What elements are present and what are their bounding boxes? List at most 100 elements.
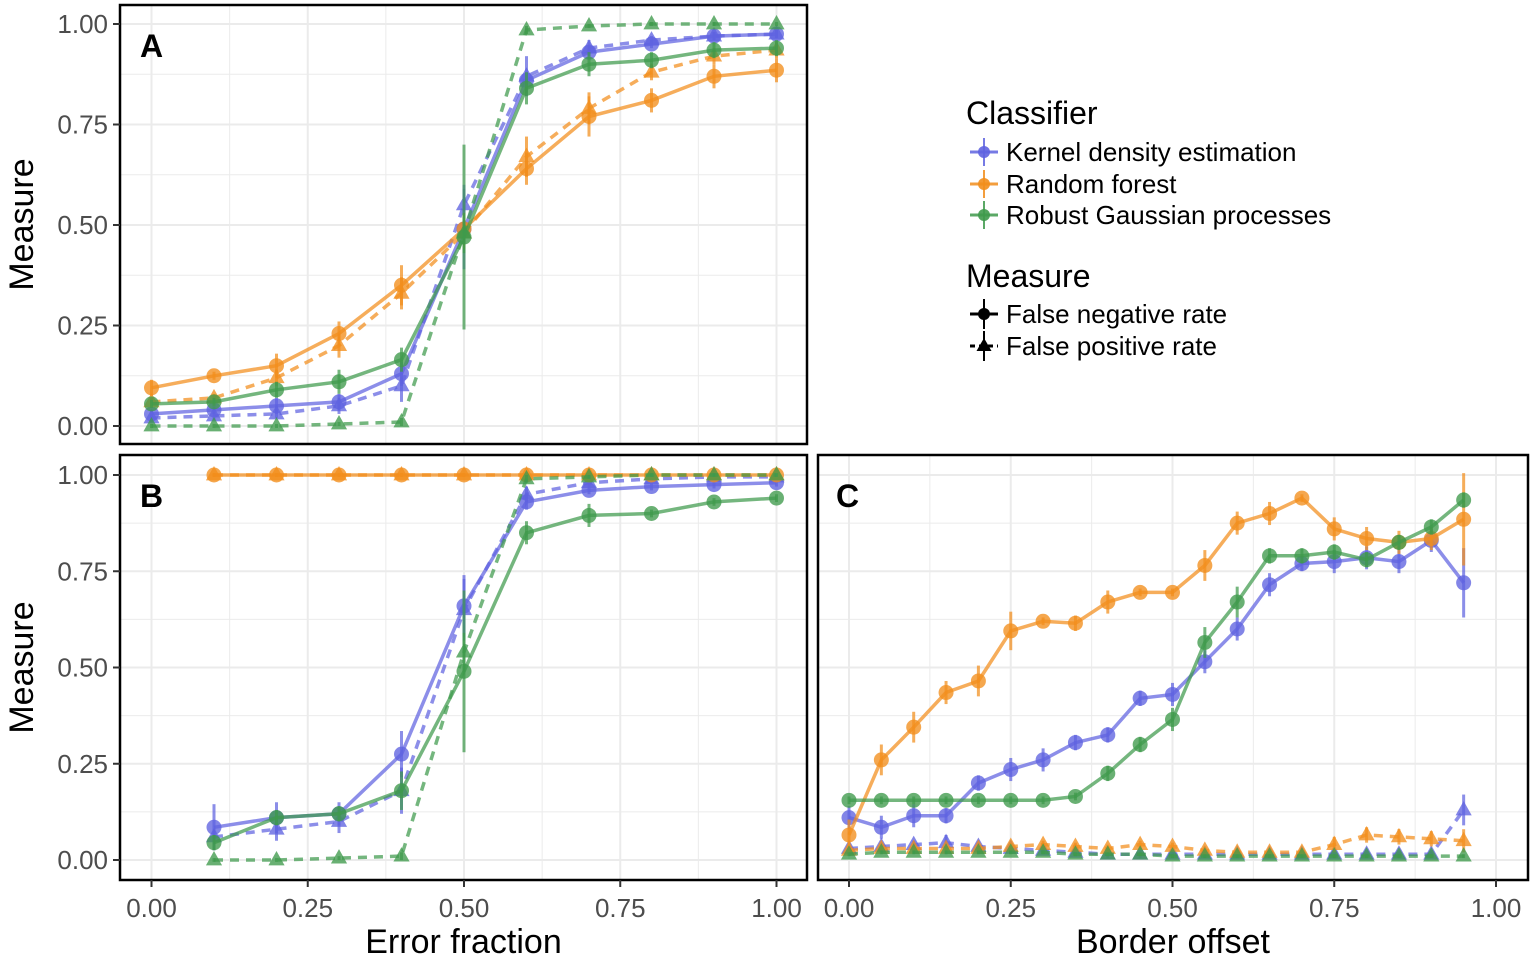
y-axis-title: Measure: [3, 158, 41, 290]
data-point: [1326, 521, 1342, 537]
data-point: [1003, 792, 1019, 808]
data-point: [1035, 835, 1052, 850]
data-point: [1067, 845, 1084, 860]
data-point: [1456, 575, 1472, 591]
data-point: [144, 380, 159, 396]
data-point: [841, 827, 857, 843]
data-point: [1326, 544, 1342, 560]
data-point: [1067, 788, 1083, 804]
data-point: [705, 466, 723, 481]
data-point: [1262, 506, 1278, 521]
data-point: [1455, 800, 1472, 816]
series-rgp-fpr: [840, 843, 1472, 862]
data-point: [330, 396, 348, 412]
panel-tag: C: [836, 478, 859, 514]
data-point: [1197, 557, 1213, 573]
series-line-kde-fpr: [151, 32, 777, 420]
legend: Classifier Kernel density estimation Ran…: [966, 95, 1331, 361]
data-point: [393, 284, 410, 299]
data-point: [906, 719, 922, 735]
data-point: [1391, 554, 1407, 570]
data-point: [768, 15, 785, 30]
data-point: [1165, 584, 1180, 600]
x-tick-label: 0.75: [1309, 893, 1360, 923]
data-point: [643, 63, 660, 78]
x-tick-label: 0.75: [595, 893, 646, 923]
x-axis-title: Border offset: [1076, 923, 1271, 960]
data-point: [269, 382, 284, 398]
data-point: [1165, 686, 1180, 702]
data-point: [970, 775, 986, 791]
legend-label-rf: Random forest: [1006, 169, 1177, 199]
data-point: [580, 39, 598, 54]
legend-label-fnr: False negative rate: [1006, 299, 1227, 329]
data-point: [144, 396, 159, 412]
data-point: [1359, 552, 1375, 568]
data-point: [1456, 511, 1472, 527]
data-point: [970, 843, 987, 858]
data-point: [330, 466, 348, 481]
grid: [818, 455, 1528, 880]
x-tick-label: 0.00: [824, 893, 875, 923]
data-point: [1262, 548, 1278, 564]
data-point: [1164, 847, 1181, 862]
data-point: [938, 808, 954, 824]
data-point: [1358, 825, 1375, 841]
data-point: [268, 466, 285, 481]
data-point: [268, 820, 285, 835]
data-point: [1197, 654, 1213, 670]
data-point: [1423, 847, 1440, 862]
data-point: [1100, 727, 1116, 743]
y-tick-label: 0.75: [57, 556, 108, 586]
x-tick-label: 0.50: [1147, 893, 1198, 923]
legend-label-kde: Kernel density estimation: [1006, 137, 1296, 167]
data-point: [705, 15, 723, 30]
data-point: [768, 25, 785, 40]
data-point: [143, 408, 160, 424]
data-point: [331, 806, 347, 822]
data-point: [1132, 737, 1148, 752]
y-tick-label: 0.75: [57, 110, 108, 140]
data-point: [1067, 615, 1083, 631]
data-point: [1294, 548, 1310, 564]
data-point: [1035, 752, 1051, 768]
data-point: [580, 17, 598, 32]
data-point: [1423, 829, 1440, 845]
data-point: [1035, 613, 1051, 629]
data-point: [143, 417, 160, 432]
data-point: [905, 843, 922, 858]
panel-b: 0.00 0.25 0.50 0.75 1.00 0.00 0.25 0.50 0.75 1.00…: [3, 453, 809, 960]
data-point: [1035, 792, 1051, 808]
data-point: [841, 792, 857, 808]
series-line-rgp-fnr: [213, 496, 777, 845]
data-point: [706, 42, 722, 58]
data-point: [706, 68, 722, 84]
data-point: [1067, 837, 1084, 852]
data-point: [330, 414, 348, 430]
data-point: [841, 810, 857, 826]
data-point: [580, 99, 598, 114]
data-point: [455, 643, 473, 658]
data-point: [581, 56, 597, 72]
data-point: [1390, 847, 1408, 862]
data-point: [1229, 594, 1245, 610]
data-point: [330, 849, 348, 864]
y-axis-title: Measure: [3, 601, 41, 733]
data-point: [1455, 847, 1472, 862]
data-point: [205, 417, 223, 432]
data-point: [205, 466, 223, 481]
series-rgp-fpr: [205, 466, 785, 866]
series-line-kde-fpr: [213, 475, 777, 839]
data-point: [768, 466, 785, 481]
legend-label-fpr: False positive rate: [1006, 331, 1217, 361]
data-point: [1100, 765, 1116, 781]
data-point: [393, 376, 410, 392]
legend-label-rgp: Robust Gaussian processes: [1006, 200, 1331, 230]
y-tick-label: 0.50: [57, 210, 108, 240]
data-point: [1326, 835, 1343, 850]
data-point: [1423, 531, 1439, 547]
data-point: [840, 845, 858, 860]
data-point: [1390, 827, 1408, 843]
data-point: [519, 525, 534, 541]
data-point: [643, 31, 660, 46]
